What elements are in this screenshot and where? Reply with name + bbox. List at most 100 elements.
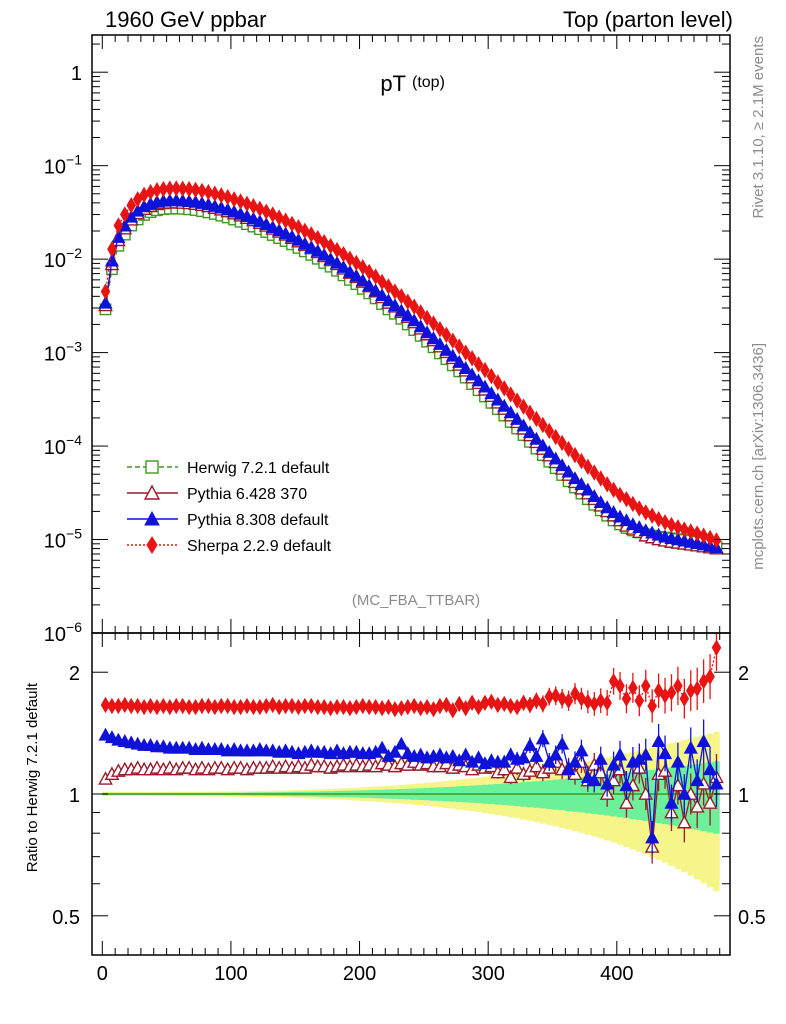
data-point <box>563 440 574 458</box>
data-point <box>505 386 516 403</box>
ratio-point <box>499 695 510 713</box>
ratio-point <box>529 748 544 762</box>
ratio-point <box>621 690 632 707</box>
ratio-point <box>653 682 664 699</box>
data-point <box>477 379 493 393</box>
ratio-point <box>332 698 342 716</box>
data-point <box>222 188 233 206</box>
data-point <box>297 236 312 250</box>
ratio-point <box>503 769 519 784</box>
ratio-point <box>703 762 718 776</box>
ratio-point <box>460 699 471 717</box>
ratio-point <box>448 702 458 719</box>
data-point <box>544 422 555 440</box>
series-pythia-2 <box>98 193 724 554</box>
data-point <box>132 191 143 208</box>
data-point <box>589 464 600 481</box>
data-point <box>216 187 227 204</box>
data-point <box>420 325 435 339</box>
data-point <box>403 293 413 310</box>
legend-entry: Sherpa 2.2.9 default <box>127 536 332 555</box>
ratio-panel: 0.5 0.5 1 1 2 2 Ratio to Herwig 7.2.1 default <box>24 632 766 956</box>
data-point <box>538 416 548 434</box>
ratio-point <box>522 737 538 751</box>
ratio-point <box>555 736 570 750</box>
data-point <box>349 268 364 282</box>
ratio-point <box>242 697 252 715</box>
ratio-point <box>387 744 402 758</box>
data-point <box>184 180 194 198</box>
data-point <box>422 309 432 327</box>
ratio-y-tick-label-left: 1 <box>69 785 80 807</box>
ratio-point <box>248 698 259 716</box>
data-point <box>248 198 259 215</box>
ratio-point <box>120 696 130 714</box>
rivet-label: Rivet 3.1.10, ≥ 2.1M events <box>750 36 767 219</box>
x-tick-label: 200 <box>343 963 376 985</box>
legend: Herwig 7.2.1 default Pythia 6.428 370 Pyth… <box>127 460 332 555</box>
ratio-point <box>184 698 194 716</box>
legend-label: Sherpa 2.2.9 default <box>187 538 332 555</box>
ratio-point <box>312 698 323 716</box>
ratio-point <box>698 673 709 690</box>
series-sherpa-3 <box>100 180 722 549</box>
data-point <box>471 373 486 387</box>
data-point <box>660 514 670 531</box>
ratio-y-tick-label-left: 2 <box>69 663 80 685</box>
data-point <box>107 240 117 258</box>
x-tick-label: 400 <box>600 963 633 985</box>
data-point <box>561 464 576 478</box>
ratio-point <box>696 734 711 747</box>
data-point <box>531 410 542 428</box>
data-point <box>342 264 357 278</box>
data-point <box>396 288 407 305</box>
data-point <box>621 491 632 508</box>
data-point <box>484 386 499 400</box>
data-point <box>329 255 345 269</box>
data-point <box>177 180 188 197</box>
ratio-point <box>441 696 452 714</box>
data-point <box>458 361 473 374</box>
ratio-point <box>570 685 580 702</box>
data-point <box>111 229 126 243</box>
ratio-point <box>306 697 317 715</box>
data-point <box>467 350 477 367</box>
ratio-point <box>702 795 718 809</box>
data-point <box>628 495 638 513</box>
ratio-point <box>574 743 589 757</box>
ratio-point <box>287 697 297 715</box>
ratio-point <box>132 697 143 715</box>
mcplots-label: mcplots.cern.ch [arXiv:1306.3436] <box>750 343 767 570</box>
data-point <box>441 326 452 343</box>
data-point <box>362 278 377 292</box>
data-point <box>336 259 351 273</box>
ratio-point <box>409 697 419 715</box>
data-point <box>525 404 535 421</box>
ratio-point <box>535 731 550 745</box>
data-point <box>602 476 612 493</box>
x-tick-label: 300 <box>471 963 504 985</box>
ratio-point <box>216 697 227 715</box>
ratio-point <box>375 740 390 754</box>
ratio-point <box>638 747 653 761</box>
ratio-point <box>509 760 525 774</box>
data-point <box>548 451 563 465</box>
data-point <box>486 367 497 385</box>
ratio-point <box>666 684 677 701</box>
legend-entry: Pythia 6.428 370 <box>127 484 307 503</box>
ratio-point <box>561 762 576 776</box>
ratio-point <box>548 747 563 761</box>
ratio-point <box>177 697 188 715</box>
ratio-band-inner <box>102 761 720 834</box>
data-point <box>685 523 696 540</box>
data-point <box>535 438 550 452</box>
data-point <box>593 495 608 509</box>
data-point <box>490 392 505 406</box>
data-point <box>583 458 593 475</box>
data-point <box>711 532 722 549</box>
data-point <box>666 516 677 534</box>
ratio-point <box>664 795 679 809</box>
data-point <box>445 348 460 362</box>
ratio-point <box>634 692 645 709</box>
main-title: pT <box>380 71 406 96</box>
